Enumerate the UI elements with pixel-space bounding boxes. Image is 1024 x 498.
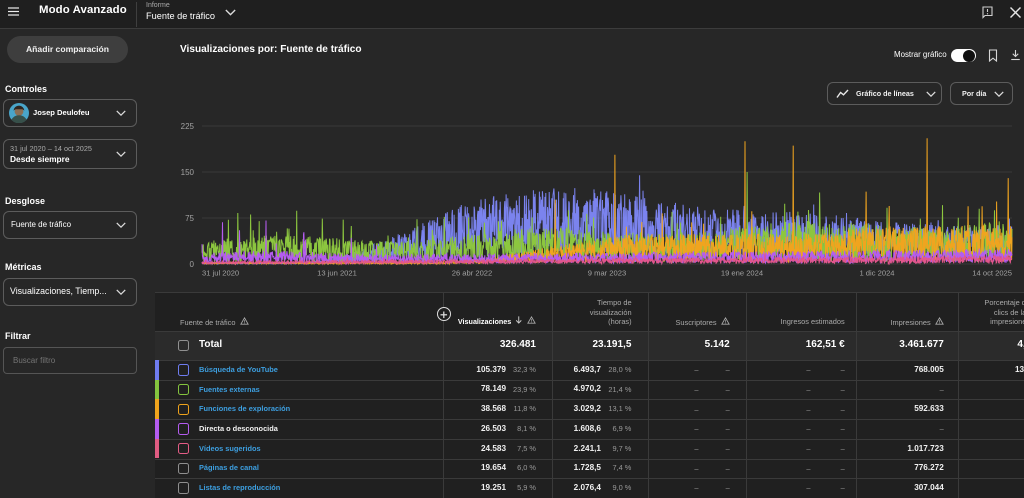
- svg-text:31 jul 2020: 31 jul 2020: [202, 269, 239, 278]
- svg-text:26 abr 2022: 26 abr 2022: [452, 269, 493, 278]
- svg-text:150: 150: [181, 168, 195, 177]
- svg-text:75: 75: [185, 214, 194, 223]
- svg-text:1 dic 2024: 1 dic 2024: [859, 269, 894, 278]
- svg-text:14 oct 2025: 14 oct 2025: [972, 269, 1012, 278]
- svg-text:19 ene 2024: 19 ene 2024: [721, 269, 763, 278]
- svg-text:225: 225: [181, 122, 195, 131]
- svg-text:0: 0: [190, 260, 195, 269]
- svg-text:9 mar 2023: 9 mar 2023: [588, 269, 626, 278]
- svg-text:13 jun 2021: 13 jun 2021: [317, 269, 357, 278]
